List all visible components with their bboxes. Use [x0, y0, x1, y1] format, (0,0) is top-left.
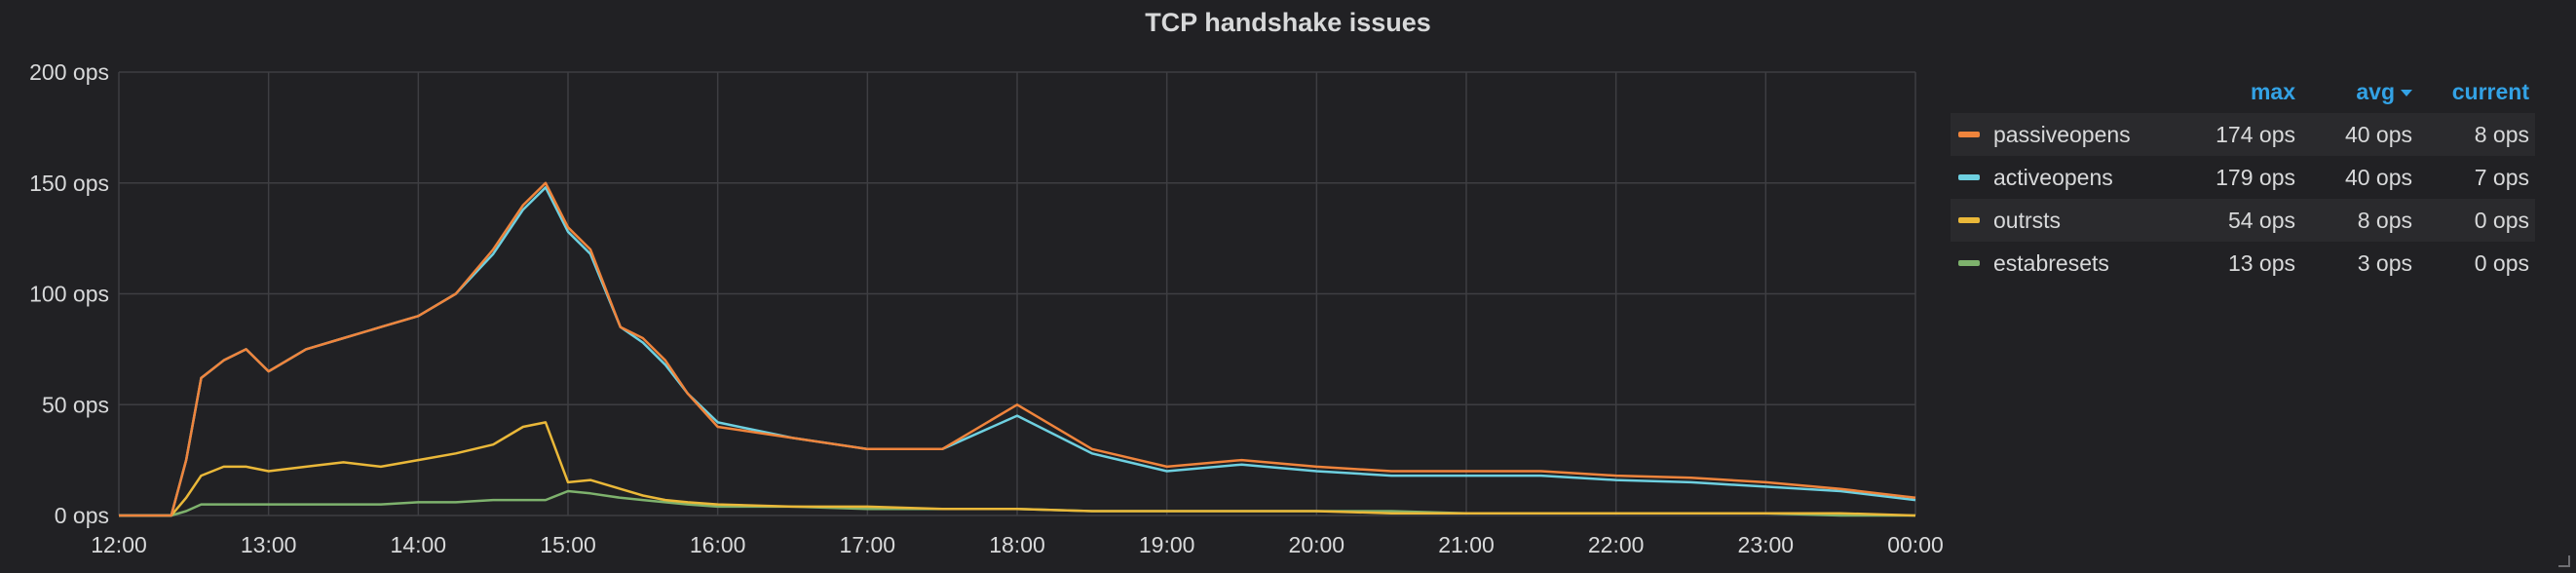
legend-table: max avg current passiveopens 174 ops 40 …: [1951, 70, 2535, 285]
legend-header-row: max avg current: [1951, 70, 2535, 113]
legend-value-avg: 40 ops: [2344, 164, 2412, 190]
x-tick-label: 20:00: [1289, 532, 1345, 557]
legend-row-passiveopens[interactable]: passiveopens 174 ops 40 ops 8 ops: [1951, 113, 2535, 156]
panel-resize-handle-icon[interactable]: [2558, 555, 2570, 567]
legend-series-name[interactable]: activeopens: [1993, 164, 2113, 190]
x-tick-label: 16:00: [690, 532, 746, 557]
legend-value-current: 8 ops: [2474, 121, 2529, 147]
x-tick-label: 13:00: [241, 532, 297, 557]
x-tick-label: 00:00: [1887, 532, 1944, 557]
y-tick-label: 150 ops: [29, 171, 109, 196]
legend-header-max[interactable]: max: [2178, 79, 2295, 105]
panel-title[interactable]: TCP handshake issues: [1145, 8, 1431, 37]
x-tick-label: 21:00: [1438, 532, 1495, 557]
legend-series-name[interactable]: outrsts: [1993, 207, 2062, 233]
y-tick-label: 50 ops: [42, 392, 109, 417]
x-tick-label: 17:00: [840, 532, 896, 557]
x-tick-label: 18:00: [989, 532, 1045, 557]
legend-header-avg[interactable]: avg: [2295, 79, 2412, 105]
legend-series-name[interactable]: estabresets: [1993, 249, 2109, 276]
legend-value-current: 7 ops: [2474, 164, 2529, 190]
sort-desc-icon: [2401, 89, 2412, 96]
legend-swatch[interactable]: [1958, 260, 1980, 266]
series-line-outrsts[interactable]: [119, 421, 1916, 517]
series-lines[interactable]: [119, 181, 1916, 517]
legend-value-avg: 3 ops: [2357, 249, 2412, 276]
legend-series-name[interactable]: passiveopens: [1993, 121, 2131, 147]
y-tick-label: 200 ops: [29, 59, 109, 85]
legend-value-avg: 8 ops: [2357, 207, 2412, 233]
legend-swatch[interactable]: [1958, 132, 1980, 137]
x-tick-label: 19:00: [1139, 532, 1195, 557]
grid: [118, 71, 1916, 516]
legend-value-max: 54 ops: [2227, 207, 2295, 233]
legend-swatch[interactable]: [1958, 174, 1980, 180]
legend-value-max: 13 ops: [2227, 249, 2295, 276]
legend-value-current: 0 ops: [2474, 249, 2529, 276]
legend-value-max: 174 ops: [2216, 121, 2295, 147]
legend-header-current-label: current: [2451, 78, 2529, 104]
legend-row-activeopens[interactable]: activeopens 179 ops 40 ops 7 ops: [1951, 156, 2535, 199]
x-axis: 12:00 13:00 14:00 15:00 16:00 17:00 18:00 19:00…: [91, 532, 1944, 557]
legend-value-current: 0 ops: [2474, 207, 2529, 233]
series-line-passiveopens[interactable]: [119, 181, 1916, 517]
x-tick-label: 12:00: [91, 532, 147, 557]
y-tick-label: 100 ops: [29, 282, 109, 307]
legend-swatch[interactable]: [1958, 217, 1980, 223]
legend-row-estabresets[interactable]: estabresets 13 ops 3 ops 0 ops: [1951, 242, 2535, 285]
legend-header-avg-label: avg: [2356, 78, 2395, 104]
legend-value-max: 179 ops: [2216, 164, 2295, 190]
legend-value-avg: 40 ops: [2344, 121, 2412, 147]
legend-header-max-label: max: [2250, 78, 2295, 104]
y-tick-label: 0 ops: [55, 503, 109, 528]
x-tick-label: 22:00: [1588, 532, 1645, 557]
y-axis: 0 ops 50 ops 100 ops 150 ops 200 ops: [29, 59, 109, 528]
x-tick-label: 15:00: [540, 532, 596, 557]
legend-header-current[interactable]: current: [2412, 79, 2529, 105]
x-tick-label: 14:00: [391, 532, 447, 557]
x-tick-label: 23:00: [1738, 532, 1795, 557]
legend-row-outrsts[interactable]: outrsts 54 ops 8 ops 0 ops: [1951, 199, 2535, 242]
